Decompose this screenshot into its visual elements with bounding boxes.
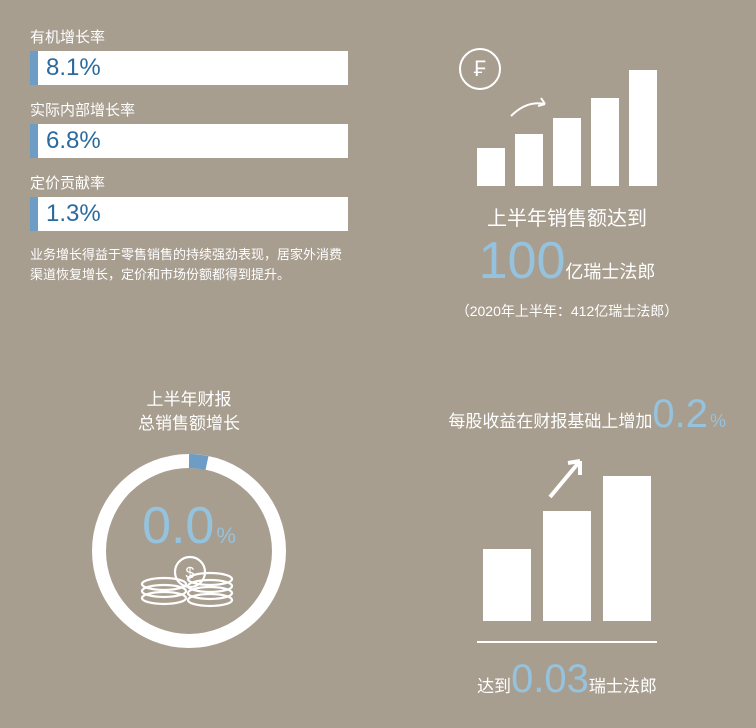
donut-value: 0.0 — [142, 497, 214, 555]
chart-bar — [629, 70, 657, 186]
metric-bar: 8.1% — [30, 51, 348, 85]
chart-bar — [603, 476, 651, 621]
panel-sales-total: ₣ 上半年销售额达到 100亿瑞士法郎 （2020年上半年：412亿瑞士法郎） — [384, 6, 750, 346]
eps-line1-prefix: 每股收益在财报基础上增加 — [448, 412, 652, 431]
sales-subline: （2020年上半年：412亿瑞士法郎） — [456, 301, 679, 321]
svg-text:$: $ — [186, 565, 195, 582]
chart-bar — [515, 134, 543, 186]
metric-row: 定价贡献率 1.3% — [30, 172, 348, 231]
metric-bar-accent — [30, 197, 38, 231]
donut-title-line2: 总销售额增长 — [138, 414, 240, 433]
sales-unit: 亿瑞士法郎 — [565, 262, 655, 282]
eps-line1: 每股收益在财报基础上增加0.2% — [408, 392, 726, 437]
sales-title: 上半年销售额达到 — [487, 202, 647, 231]
donut-value-wrap: 0.0% — [142, 496, 236, 556]
metric-value: 6.8% — [38, 127, 101, 155]
metric-value: 8.1% — [38, 54, 101, 82]
eps-line1-value: 0.2 — [652, 392, 708, 436]
panel-total-sales-growth: 上半年财报 总销售额增长 0.0% — [6, 358, 372, 722]
metric-bar-accent — [30, 124, 38, 158]
sales-bar-chart: ₣ — [477, 66, 657, 186]
metric-label: 实际内部增长率 — [30, 99, 348, 120]
panel-growth-metrics: 有机增长率 8.1% 实际内部增长率 6.8% 定价贡献率 1.3% 业务增长得益于零售销… — [6, 6, 372, 346]
eps-line2: 达到0.03瑞士法郎 — [408, 657, 726, 702]
metric-row: 有机增长率 8.1% — [30, 26, 348, 85]
donut-title-line1: 上半年财报 — [147, 390, 232, 409]
metric-label: 有机增长率 — [30, 26, 348, 47]
franc-icon: ₣ — [459, 48, 501, 90]
chart-bar — [591, 98, 619, 186]
metric-row: 实际内部增长率 6.8% — [30, 99, 348, 158]
eps-bar-chart — [408, 457, 726, 621]
growth-description: 业务增长得益于零售销售的持续强劲表现，居家外消费渠道恢复增长，定价和市场份额都得… — [30, 245, 348, 284]
eps-chart-baseline — [477, 641, 657, 643]
coins-icon: $ — [134, 550, 244, 610]
eps-line1-pct: % — [710, 411, 726, 431]
panel-eps: 每股收益在财报基础上增加0.2% 达到0.03瑞士法郎 — [384, 358, 750, 722]
donut-title: 上半年财报 总销售额增长 — [138, 388, 240, 436]
metric-value: 1.3% — [38, 200, 101, 228]
chart-bar — [477, 148, 505, 186]
metric-bar-accent — [30, 51, 38, 85]
arc-arrow-icon — [507, 94, 553, 122]
up-arrow-icon — [542, 449, 592, 505]
sales-value-line: 100亿瑞士法郎 — [479, 231, 656, 291]
metric-label: 定价贡献率 — [30, 172, 348, 193]
chart-bar — [553, 118, 581, 186]
eps-line2-unit: 瑞士法郎 — [589, 677, 657, 696]
sales-big-value: 100 — [479, 232, 566, 290]
chart-bar — [483, 549, 531, 621]
eps-line2-prefix: 达到 — [477, 677, 511, 696]
franc-symbol: ₣ — [474, 56, 486, 82]
donut-chart: 0.0% $ — [84, 446, 294, 661]
metric-bar: 6.8% — [30, 124, 348, 158]
chart-bar — [543, 511, 591, 621]
donut-pct: % — [216, 523, 236, 548]
metric-bar: 1.3% — [30, 197, 348, 231]
eps-line2-value: 0.03 — [511, 657, 589, 701]
